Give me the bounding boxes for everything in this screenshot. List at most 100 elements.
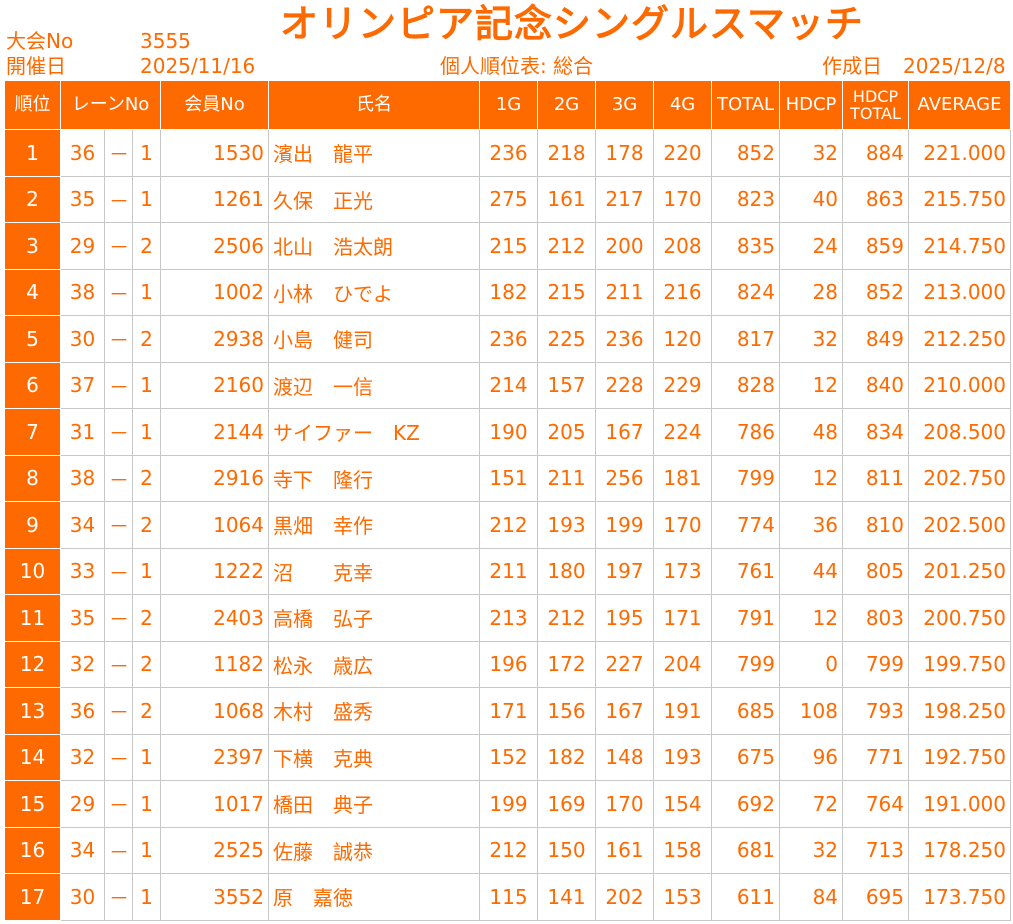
average-cell: 208.500 [908,408,1012,456]
average-cell: 202.500 [908,501,1012,549]
report-subtitle: 個人順位表: 総合 [440,54,594,78]
lane-number-cell: 35 [60,594,105,642]
game-3-cell: 195 [595,594,655,642]
box-number-cell: 2 [131,687,162,735]
player-name-cell: 佐藤 誠恭 [268,826,481,874]
box-number-cell: 1 [131,873,162,921]
game-2-cell: 141 [537,873,597,921]
game-2-cell: 161 [537,175,597,223]
game-3-cell: 161 [595,826,655,874]
game-2-cell: 218 [537,129,597,177]
table-row: 15 29 － 1 1017 橋田 典子 199 169 170 154 692 72 764 191.0… [4,780,1012,828]
rank-cell: 16 [4,826,61,874]
table-row: 2 35 － 1 1261 久保 正光 275 161 217 170 823 40 863 215.75… [4,175,1012,223]
game-4-cell: 153 [653,873,713,921]
lane-separator-cell: － [104,873,133,921]
created-date: 2025/12/8 [903,54,1006,78]
player-name-cell: 濱出 龍平 [268,129,481,177]
page-title: オリンピア記念シングルスマッチ [280,2,864,46]
game-2-cell: 169 [537,780,597,828]
table-row: 10 33 － 1 1222 沼 克幸 211 180 197 173 761 44 805 201.25… [4,547,1012,595]
lane-number-cell: 29 [60,780,105,828]
table-row: 4 38 － 1 1002 小林 ひでよ 182 215 211 216 824 28 852 213.0… [4,268,1012,316]
game-3-cell: 167 [595,408,655,456]
member-no-cell: 2916 [160,454,270,502]
game-4-cell: 173 [653,547,713,595]
lane-separator-cell: － [104,687,133,735]
game-2-cell: 212 [537,594,597,642]
average-cell: 202.750 [908,454,1012,502]
hdcp-total-cell: 799 [842,640,910,688]
box-number-cell: 1 [131,826,162,874]
rank-cell: 8 [4,454,61,502]
col-header-hdcp: HDCP [779,80,844,130]
lane-number-cell: 35 [60,175,105,223]
rank-cell: 3 [4,222,61,270]
total-cell: 685 [711,687,781,735]
total-cell: 611 [711,873,781,921]
lane-separator-cell: － [104,454,133,502]
game-3-cell: 178 [595,129,655,177]
lane-separator-cell: － [104,501,133,549]
game-3-cell: 228 [595,361,655,409]
game-2-cell: 150 [537,826,597,874]
total-cell: 681 [711,826,781,874]
total-cell: 786 [711,408,781,456]
game-4-cell: 229 [653,361,713,409]
total-cell: 761 [711,547,781,595]
rank-cell: 1 [4,129,61,177]
lane-separator-cell: － [104,222,133,270]
total-cell: 799 [711,640,781,688]
game-1-cell: 275 [479,175,539,223]
col-header-name: 氏名 [268,80,481,130]
col-header-game-4: 4G [653,80,713,130]
created-date-label: 作成日 [822,54,882,78]
lane-number-cell: 32 [60,733,105,781]
col-header-game-2: 2G [537,80,597,130]
total-cell: 828 [711,361,781,409]
hdcp-total-cell: 840 [842,361,910,409]
game-4-cell: 154 [653,780,713,828]
hdcp-cell: 48 [779,408,844,456]
game-1-cell: 213 [479,594,539,642]
game-3-cell: 256 [595,454,655,502]
table-row: 6 37 － 1 2160 渡辺 一信 214 157 228 229 828 12 840 210.00… [4,361,1012,409]
hdcp-cell: 84 [779,873,844,921]
table-row: 17 30 － 1 3552 原 嘉徳 115 141 202 153 611 84 695 173.75… [4,873,1012,921]
col-header-rank: 順位 [4,80,61,130]
meet-number-label: 大会No [6,29,74,53]
lane-separator-cell: － [104,315,133,363]
member-no-cell: 1182 [160,640,270,688]
member-no-cell: 2525 [160,826,270,874]
average-cell: 212.250 [908,315,1012,363]
rank-cell: 6 [4,361,61,409]
table-row: 5 30 － 2 2938 小島 健司 236 225 236 120 817 32 849 212.25… [4,315,1012,363]
lane-separator-cell: － [104,826,133,874]
game-3-cell: 236 [595,315,655,363]
game-1-cell: 171 [479,687,539,735]
game-2-cell: 172 [537,640,597,688]
lane-separator-cell: － [104,594,133,642]
lane-number-cell: 29 [60,222,105,270]
lane-separator-cell: － [104,408,133,456]
game-4-cell: 191 [653,687,713,735]
box-number-cell: 1 [131,175,162,223]
col-header-hdcp-total: HDCP TOTAL [842,80,910,130]
total-cell: 791 [711,594,781,642]
total-cell: 774 [711,501,781,549]
game-4-cell: 158 [653,826,713,874]
event-date-label: 開催日 [6,54,66,78]
hdcp-total-cell: 810 [842,501,910,549]
table-row: 16 34 － 1 2525 佐藤 誠恭 212 150 161 158 681 32 713 178.2… [4,826,1012,874]
player-name-cell: 黒畑 幸作 [268,501,481,549]
table-row: 9 34 － 2 1064 黒畑 幸作 212 193 199 170 774 36 810 202.50… [4,501,1012,549]
table-row: 13 36 － 2 1068 木村 盛秀 171 156 167 191 685 108 793 198.… [4,687,1012,735]
lane-number-cell: 36 [60,687,105,735]
table-row: 14 32 － 1 2397 下横 克典 152 182 148 193 675 96 771 192.7… [4,733,1012,781]
rank-cell: 7 [4,408,61,456]
hdcp-cell: 28 [779,268,844,316]
total-cell: 817 [711,315,781,363]
total-cell: 824 [711,268,781,316]
member-no-cell: 2160 [160,361,270,409]
game-4-cell: 120 [653,315,713,363]
